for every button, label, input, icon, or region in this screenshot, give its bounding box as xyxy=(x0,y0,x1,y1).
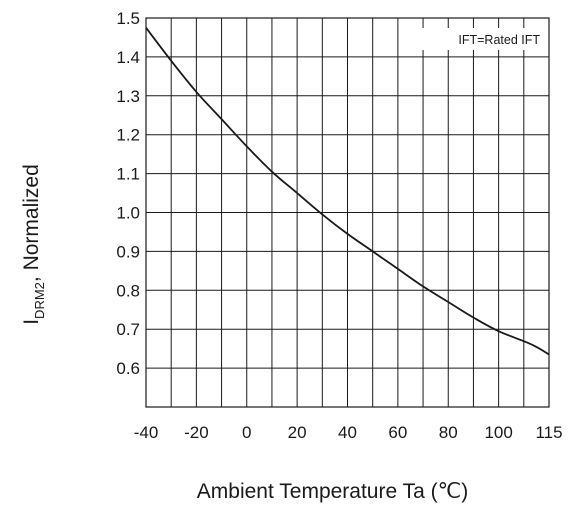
y-tick-label: 0.8 xyxy=(116,281,140,300)
y-tick-label: 0.9 xyxy=(116,242,140,261)
x-tick-label: 115 xyxy=(535,423,562,442)
y-tick-label: 1.2 xyxy=(116,126,140,145)
series-line xyxy=(145,27,550,356)
x-tick-label: -20 xyxy=(184,423,209,442)
y-axis-title-main: I xyxy=(20,319,43,325)
y-tick-label: 1.5 xyxy=(116,9,140,28)
annotation-box xyxy=(417,28,543,50)
y-axis-title: IDRM2, Normalized xyxy=(20,164,47,325)
x-tick-label: 40 xyxy=(338,423,357,442)
annotation-text: IFT=Rated IFT xyxy=(458,33,540,47)
x-tick-label: 0 xyxy=(242,423,251,442)
y-tick-labels: 0.6 0.7 0.8 0.9 1.0 1.1 1.2 1.3 1.4 1.5 xyxy=(116,9,140,378)
x-tick-label: 100 xyxy=(484,423,512,442)
y-tick-label: 1.1 xyxy=(116,165,140,184)
y-tick-label: 1.3 xyxy=(116,87,140,106)
x-tick-labels: -40 -20 0 20 40 60 80 100 115 xyxy=(134,423,563,442)
y-axis-title-rest: , Normalized xyxy=(20,164,43,282)
y-tick-label: 0.7 xyxy=(116,320,140,339)
x-tick-label: 60 xyxy=(388,423,407,442)
x-tick-label: 20 xyxy=(288,423,307,442)
y-tick-label: 0.6 xyxy=(116,359,140,378)
plot-frame xyxy=(145,17,550,408)
grid xyxy=(146,18,549,407)
y-tick-label: 1.4 xyxy=(116,48,140,67)
x-axis-title: Ambient Temperature Ta (℃) xyxy=(197,480,468,503)
y-axis-title-subscript: DRM2 xyxy=(32,282,47,319)
y-tick-label: 1.0 xyxy=(116,204,140,223)
x-tick-label: 80 xyxy=(439,423,458,442)
x-tick-label: -40 xyxy=(134,423,159,442)
